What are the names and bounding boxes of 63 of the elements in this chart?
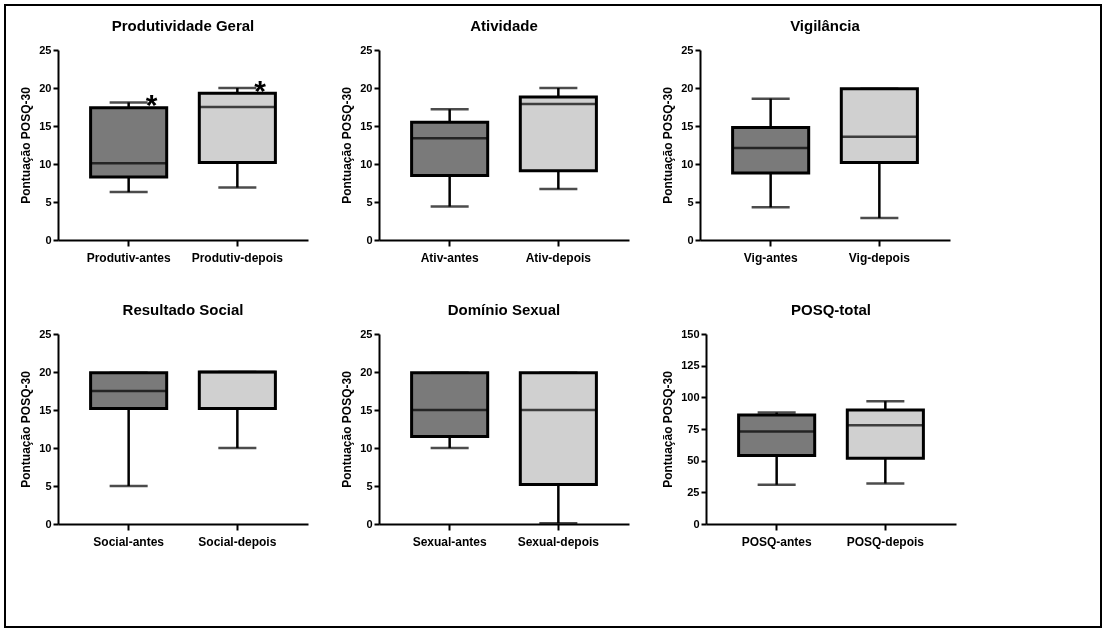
y-axis-title: Pontuação POSQ-30 xyxy=(340,370,355,488)
y-axis-title: Pontuação POSQ-30 xyxy=(340,86,355,204)
chart-title: POSQ-total xyxy=(790,301,872,318)
x-tick-label: Social-antes xyxy=(93,534,165,549)
y-tick-label: 25 xyxy=(687,485,700,498)
x-tick-label: Ativ-depois xyxy=(525,250,592,265)
x-tick-label: POSQ-antes xyxy=(741,534,812,549)
y-tick-label: 20 xyxy=(39,365,52,378)
y-tick-label: 75 xyxy=(687,422,700,435)
y-tick-label: 20 xyxy=(681,81,694,94)
chart-title: Atividade xyxy=(470,17,538,34)
x-tick-label: Produtiv-depois xyxy=(191,250,284,265)
y-tick-label: 10 xyxy=(39,441,52,454)
chart-title: Resultado Social xyxy=(122,301,244,318)
y-tick-label: 25 xyxy=(681,43,694,56)
chart-title: Domínio Sexual xyxy=(447,301,561,318)
chart-title: Produtividade Geral xyxy=(111,17,255,34)
y-tick-label: 5 xyxy=(45,479,52,492)
y-tick-label: 0 xyxy=(687,233,694,246)
y-tick-label: 15 xyxy=(681,119,694,132)
y-tick-label: 15 xyxy=(39,403,52,416)
y-tick-label: 25 xyxy=(360,327,373,340)
y-tick-label: 0 xyxy=(366,233,373,246)
y-tick-label: 5 xyxy=(366,195,373,208)
x-tick-label: Vig-depois xyxy=(848,250,911,265)
y-tick-label: 5 xyxy=(45,195,52,208)
y-tick-label: 10 xyxy=(39,157,52,170)
x-tick-label: Social-depois xyxy=(198,534,277,549)
chart-title: Vigilância xyxy=(790,17,861,34)
y-tick-label: 20 xyxy=(360,365,373,378)
x-tick-label: Sexual-depois xyxy=(517,534,600,549)
y-tick-label: 20 xyxy=(39,81,52,94)
y-axis-title: Pontuação POSQ-30 xyxy=(19,86,34,204)
y-tick-label: 10 xyxy=(360,441,373,454)
x-tick-label: Produtiv-antes xyxy=(86,250,171,265)
y-tick-label: 100 xyxy=(681,390,700,403)
x-tick-label: Vig-antes xyxy=(743,250,798,265)
y-axis-title: Pontuação POSQ-30 xyxy=(19,370,34,488)
x-tick-label: POSQ-depois xyxy=(846,534,925,549)
y-tick-label: 25 xyxy=(360,43,373,56)
y-tick-label: 10 xyxy=(360,157,373,170)
y-axis-title: Pontuação POSQ-30 xyxy=(661,86,676,204)
y-tick-label: 15 xyxy=(360,403,373,416)
y-tick-label: 25 xyxy=(39,43,52,56)
y-tick-label: 15 xyxy=(39,119,52,132)
annotation: * xyxy=(254,74,267,107)
y-tick-label: 25 xyxy=(39,327,52,340)
y-tick-label: 15 xyxy=(360,119,373,132)
y-tick-label: 125 xyxy=(681,359,700,372)
y-axis-title: Pontuação POSQ-30 xyxy=(661,370,676,488)
y-tick-label: 150 xyxy=(681,327,700,340)
y-tick-label: 10 xyxy=(681,157,694,170)
x-tick-label: Ativ-antes xyxy=(420,250,479,265)
y-tick-label: 20 xyxy=(360,81,373,94)
y-tick-label: 0 xyxy=(366,517,373,530)
y-tick-label: 5 xyxy=(366,479,373,492)
y-tick-label: 5 xyxy=(687,195,694,208)
y-tick-label: 50 xyxy=(687,454,700,467)
x-tick-label: Sexual-antes xyxy=(412,534,487,549)
y-tick-label: 0 xyxy=(45,517,52,530)
annotation: * xyxy=(145,88,158,122)
y-tick-label: 0 xyxy=(45,233,52,246)
y-tick-label: 0 xyxy=(693,517,700,530)
